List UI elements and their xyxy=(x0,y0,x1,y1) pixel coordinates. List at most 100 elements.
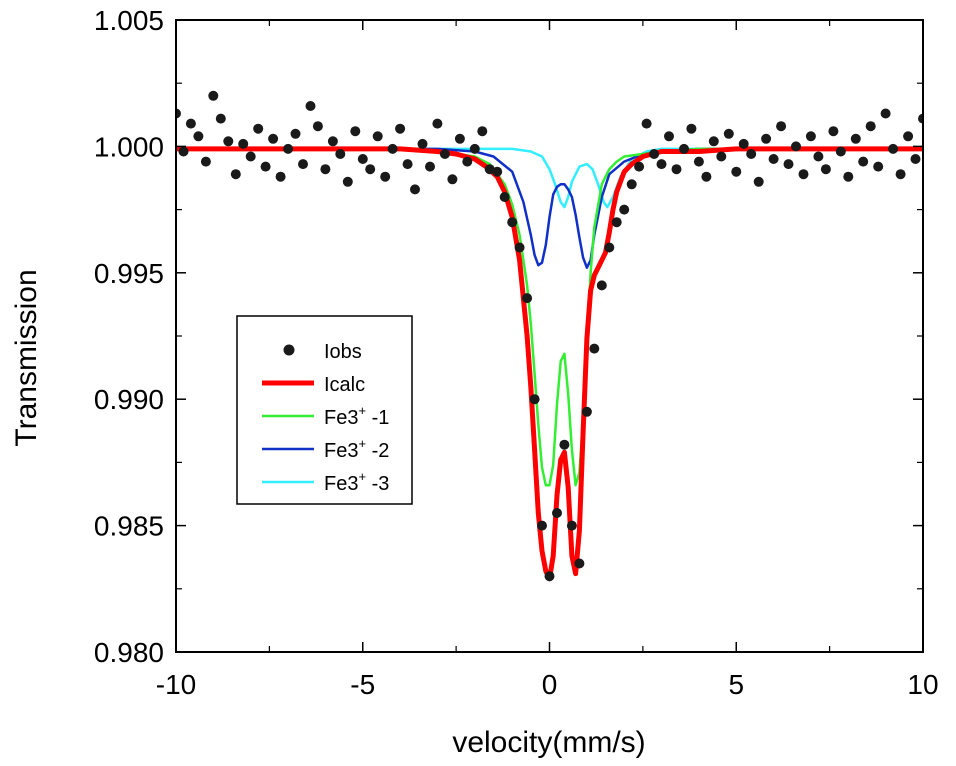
data-point-iobs xyxy=(873,161,884,172)
data-point-iobs xyxy=(731,166,742,177)
data-point-iobs xyxy=(275,171,286,182)
data-point-iobs xyxy=(260,161,271,172)
data-point-iobs xyxy=(425,161,435,172)
x-tick-label: 0 xyxy=(542,669,558,700)
data-point-iobs xyxy=(387,143,398,154)
data-point-iobs xyxy=(566,520,577,531)
data-point-iobs xyxy=(185,118,196,129)
data-point-iobs xyxy=(738,138,749,149)
data-point-iobs xyxy=(895,169,906,180)
data-point-iobs xyxy=(335,149,346,159)
x-tick-label: -5 xyxy=(350,669,375,700)
data-point-iobs xyxy=(828,126,839,137)
data-point-iobs xyxy=(417,138,428,149)
x-tick-labels: -10 -5 0 5 10 xyxy=(156,669,939,700)
legend: Iobs Icalc Fe3+ -1 Fe3+ -2 Fe3+ -3 xyxy=(236,315,413,505)
data-point-iobs xyxy=(522,293,533,304)
data-point-iobs xyxy=(410,184,420,195)
legend-marker-iobs xyxy=(283,344,295,356)
data-point-iobs xyxy=(312,121,323,132)
x-tick-label: 10 xyxy=(907,669,938,700)
legend-label-fe2: Fe3+ -2 xyxy=(324,436,389,462)
data-point-iobs xyxy=(641,118,652,129)
data-point-iobs xyxy=(380,171,391,182)
x-tick-label: -10 xyxy=(156,669,196,700)
data-point-iobs xyxy=(716,151,727,162)
data-point-iobs xyxy=(910,154,921,164)
data-point-iobs xyxy=(230,169,241,180)
data-point-iobs xyxy=(693,156,704,167)
data-point-iobs xyxy=(581,406,592,417)
data-point-iobs xyxy=(798,169,809,180)
data-point-iobs xyxy=(395,123,406,134)
data-point-iobs xyxy=(843,171,854,182)
data-point-iobs xyxy=(176,108,181,119)
data-point-iobs xyxy=(880,108,891,119)
data-point-iobs xyxy=(537,520,547,531)
data-point-iobs xyxy=(708,136,719,147)
data-point-iobs xyxy=(432,118,443,129)
data-point-iobs xyxy=(268,133,279,144)
data-point-iobs xyxy=(238,138,249,149)
series-line-fe3-2 xyxy=(176,147,923,269)
y-tick-label: 0.980 xyxy=(94,637,164,668)
legend-label-fe3: Fe3+ -3 xyxy=(324,469,389,495)
data-point-iobs xyxy=(454,133,465,144)
data-point-iobs xyxy=(596,280,607,291)
data-point-iobs xyxy=(350,126,361,137)
x-tick-label: 5 xyxy=(728,669,744,700)
data-point-iobs xyxy=(320,164,331,175)
data-point-iobs xyxy=(671,164,682,175)
data-point-iobs xyxy=(492,166,503,177)
series-line-fe3-1 xyxy=(176,147,923,487)
data-point-iobs xyxy=(477,126,488,137)
data-point-iobs xyxy=(514,242,525,253)
data-point-iobs xyxy=(783,159,794,170)
data-point-iobs xyxy=(200,156,211,167)
data-point-iobs xyxy=(604,242,615,253)
data-point-iobs xyxy=(619,204,630,215)
legend-label-icalc: Icalc xyxy=(324,374,365,396)
legend-label-iobs: Iobs xyxy=(324,341,362,363)
y-tick-label: 1.000 xyxy=(94,131,164,162)
data-point-iobs xyxy=(649,149,660,159)
data-point-iobs xyxy=(664,131,674,142)
data-point-iobs xyxy=(865,121,876,132)
data-point-iobs xyxy=(208,90,219,101)
data-point-iobs xyxy=(298,159,308,170)
data-point-iobs xyxy=(178,146,189,157)
data-point-iobs xyxy=(559,439,570,450)
data-point-iobs xyxy=(820,164,831,175)
data-point-iobs xyxy=(791,141,801,152)
data-point-iobs xyxy=(888,143,899,154)
data-point-iobs xyxy=(357,154,368,164)
data-point-iobs xyxy=(746,149,757,159)
data-point-iobs xyxy=(507,217,518,228)
data-point-iobs xyxy=(462,156,473,167)
legend-label-fe1: Fe3+ -1 xyxy=(324,403,389,429)
data-point-iobs xyxy=(544,571,555,582)
data-point-iobs xyxy=(858,156,869,167)
x-axis-title: velocity(mm/s) xyxy=(452,726,645,759)
data-point-iobs xyxy=(552,508,562,518)
data-point-iobs xyxy=(469,143,480,154)
data-point-iobs xyxy=(499,192,510,202)
y-tick-labels: 0.980 0.985 0.990 0.995 1.000 1.005 xyxy=(94,5,164,668)
data-point-iobs xyxy=(723,128,734,139)
data-point-iobs xyxy=(283,143,294,154)
data-point-iobs xyxy=(903,131,914,142)
data-point-iobs xyxy=(589,343,600,354)
data-point-iobs xyxy=(626,179,637,190)
data-point-iobs xyxy=(529,394,540,405)
y-tick-label: 1.005 xyxy=(94,5,164,36)
y-tick-label: 0.990 xyxy=(94,384,164,415)
y-tick-label: 0.985 xyxy=(94,511,164,542)
data-point-iobs xyxy=(918,113,923,124)
data-point-iobs xyxy=(365,164,376,175)
data-point-iobs xyxy=(253,123,264,134)
data-point-iobs xyxy=(290,128,301,139)
data-point-iobs xyxy=(223,136,234,147)
data-point-iobs xyxy=(634,161,645,172)
data-point-iobs xyxy=(813,151,824,162)
